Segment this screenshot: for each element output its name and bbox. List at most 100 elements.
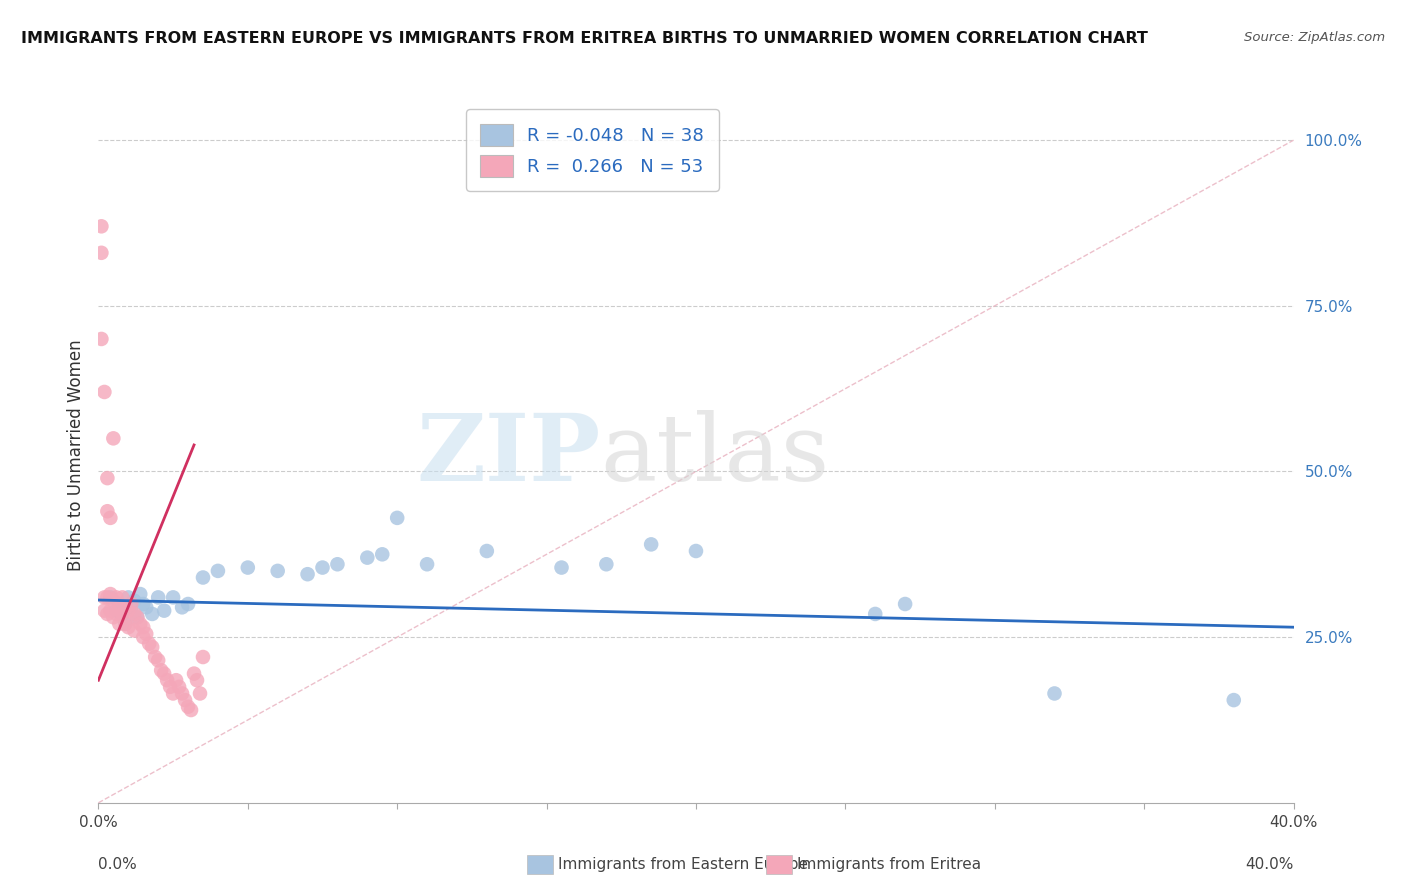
Point — [183, 666, 205, 681]
Point — [153, 666, 176, 681]
Point — [120, 597, 142, 611]
Point — [98, 587, 122, 601]
Legend: R = -0.048   N = 38, R =  0.266   N = 53: R = -0.048 N = 38, R = 0.266 N = 53 — [465, 109, 718, 191]
Point — [191, 650, 214, 665]
Point — [132, 597, 155, 611]
Point — [416, 558, 439, 572]
Point — [207, 564, 229, 578]
Point — [177, 597, 200, 611]
Point — [105, 607, 128, 621]
Point — [267, 564, 290, 578]
Point — [162, 686, 184, 700]
Text: 40.0%: 40.0% — [1246, 857, 1294, 871]
Point — [177, 699, 200, 714]
Point — [117, 591, 139, 605]
Point — [167, 680, 190, 694]
Point — [90, 245, 112, 260]
Point — [159, 680, 181, 694]
Point — [162, 591, 184, 605]
Point — [98, 604, 122, 618]
Point — [111, 591, 134, 605]
Point — [188, 686, 211, 700]
Point — [93, 384, 115, 399]
Point — [111, 607, 134, 621]
Point — [120, 600, 142, 615]
Point — [550, 560, 572, 574]
Point — [148, 653, 170, 667]
Point — [174, 693, 197, 707]
Point — [311, 560, 333, 574]
Point — [150, 663, 173, 677]
Point — [186, 673, 208, 688]
Point — [236, 560, 259, 574]
Point — [129, 616, 152, 631]
Point — [640, 537, 662, 551]
Point — [105, 591, 128, 605]
Point — [103, 610, 125, 624]
Point — [96, 591, 118, 605]
Point — [124, 607, 146, 621]
Point — [124, 624, 146, 638]
Point — [114, 616, 136, 631]
Text: Immigrants from Eritrea: Immigrants from Eritrea — [797, 857, 981, 871]
Point — [114, 616, 136, 631]
Text: 0.0%: 0.0% — [98, 857, 138, 871]
Point — [108, 597, 131, 611]
Point — [1223, 693, 1246, 707]
Point — [93, 591, 115, 605]
Point — [132, 620, 155, 634]
Point — [172, 686, 194, 700]
Point — [135, 627, 157, 641]
Point — [165, 673, 187, 688]
Point — [127, 610, 149, 624]
Point — [117, 604, 139, 618]
Point — [105, 604, 128, 618]
Y-axis label: Births to Unmarried Women: Births to Unmarried Women — [66, 339, 84, 571]
Point — [685, 544, 707, 558]
Point — [108, 600, 131, 615]
Point — [98, 511, 122, 525]
Point — [96, 504, 118, 518]
Point — [103, 593, 125, 607]
Point — [138, 637, 160, 651]
Point — [90, 219, 112, 234]
Point — [114, 600, 136, 615]
Point — [865, 607, 887, 621]
Point — [98, 591, 122, 605]
Point — [153, 604, 176, 618]
Point — [135, 600, 157, 615]
Point — [96, 607, 118, 621]
Point — [385, 511, 409, 525]
Point — [93, 604, 115, 618]
Point — [172, 600, 194, 615]
Point — [129, 587, 152, 601]
Point — [326, 558, 349, 572]
Text: ZIP: ZIP — [416, 410, 600, 500]
Point — [191, 570, 214, 584]
Point — [141, 640, 163, 654]
Point — [117, 620, 139, 634]
Point — [356, 550, 378, 565]
Point — [595, 558, 617, 572]
Point — [96, 471, 118, 485]
Point — [141, 607, 163, 621]
Point — [475, 544, 498, 558]
Text: Immigrants from Eastern Europe: Immigrants from Eastern Europe — [558, 857, 808, 871]
Point — [371, 547, 394, 561]
Text: atlas: atlas — [600, 410, 830, 500]
Point — [143, 650, 166, 665]
Text: IMMIGRANTS FROM EASTERN EUROPE VS IMMIGRANTS FROM ERITREA BIRTHS TO UNMARRIED WO: IMMIGRANTS FROM EASTERN EUROPE VS IMMIGR… — [21, 31, 1147, 46]
Point — [127, 610, 149, 624]
Point — [1043, 686, 1066, 700]
Point — [103, 431, 125, 445]
Point — [124, 593, 146, 607]
Point — [894, 597, 917, 611]
Point — [297, 567, 319, 582]
Point — [132, 630, 155, 644]
Point — [90, 332, 112, 346]
Point — [156, 673, 179, 688]
Point — [148, 591, 170, 605]
Point — [108, 616, 131, 631]
Point — [180, 703, 202, 717]
Point — [111, 607, 134, 621]
